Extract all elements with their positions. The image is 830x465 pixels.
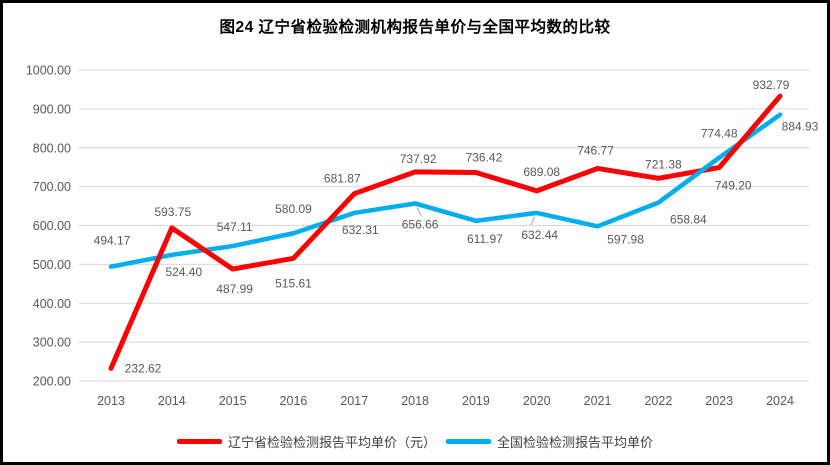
x-axis-tick-label: 2015	[219, 394, 247, 408]
data-label: 524.40	[165, 265, 202, 279]
legend-item-liaoning: 辽宁省检验检测报告平均单价（元）	[176, 432, 436, 451]
chart-title: 图24 辽宁省检验检测机构报告单价与全国平均数的比较	[219, 19, 611, 36]
x-axis-tick-label: 2013	[97, 394, 125, 408]
data-label: 593.75	[154, 205, 191, 219]
x-axis-tick-label: 2019	[462, 394, 490, 408]
data-label: 932.79	[753, 78, 790, 92]
data-label-leader-line	[530, 216, 536, 226]
data-label: 611.97	[467, 232, 503, 246]
data-label: 736.42	[466, 150, 503, 164]
y-axis-tick-label: 1000.00	[26, 64, 71, 78]
x-axis-tick-label: 2022	[644, 394, 672, 408]
data-label: 580.09	[275, 202, 312, 216]
legend-label-national: 全国检验检测报告平均单价	[497, 435, 654, 450]
legend-label-liaoning: 辽宁省检验检测报告平均单价（元）	[227, 435, 436, 450]
x-axis-tick-label: 2016	[280, 394, 308, 408]
x-axis-tick-label: 2017	[340, 394, 368, 408]
liaoning-series-line-swatch	[176, 439, 222, 444]
y-axis-tick-label: 900.00	[33, 102, 71, 116]
data-label: 632.44	[521, 228, 558, 242]
y-axis-tick-label: 700.00	[33, 180, 71, 194]
national-series-line-overlay-segment	[656, 155, 722, 205]
data-label: 656.66	[402, 217, 439, 231]
x-axis-tick-label: 2024	[766, 394, 794, 408]
data-label: 774.48	[701, 127, 738, 141]
data-label: 658.84	[670, 213, 707, 227]
y-axis-tick-label: 400.00	[33, 297, 71, 311]
data-label: 681.87	[324, 172, 361, 186]
x-axis-tick-label: 2021	[584, 394, 612, 408]
x-axis-tick-label: 2018	[401, 394, 429, 408]
data-label: 232.62	[125, 361, 162, 375]
data-label-leader-line	[416, 207, 422, 216]
data-label: 515.61	[275, 276, 312, 290]
data-label: 689.08	[523, 165, 560, 179]
chart-legend: 辽宁省检验检测报告平均单价（元） 全国检验检测报告平均单价	[3, 432, 827, 451]
y-axis-tick-label: 500.00	[33, 258, 71, 272]
data-label: 487.99	[216, 282, 253, 296]
x-axis-tick-label: 2023	[705, 394, 733, 408]
y-axis-tick-label: 200.00	[33, 375, 71, 389]
data-label: 737.92	[400, 152, 437, 166]
data-label: 884.93	[782, 120, 819, 134]
y-axis-tick-label: 800.00	[33, 141, 71, 155]
y-axis-tick-label: 300.00	[33, 336, 71, 350]
national-series-line	[108, 112, 783, 269]
x-axis-tick-label: 2020	[523, 394, 551, 408]
y-axis-tick-label: 600.00	[33, 219, 71, 233]
liaoning-series-line	[108, 93, 783, 371]
data-label: 597.98	[607, 232, 644, 246]
data-label: 746.77	[577, 143, 614, 157]
line-chart-plot-area: 200.00 300.00 400.00 500.00 600.00 700.00 800.…	[26, 64, 819, 409]
legend-item-national: 全国检验检测报告平均单价	[446, 432, 653, 451]
data-label: 494.17	[94, 234, 131, 248]
x-axis-tick-label: 2014	[158, 394, 186, 408]
data-label: 632.31	[342, 223, 379, 237]
data-label: 749.20	[715, 178, 752, 192]
national-series-line-swatch	[446, 439, 491, 444]
data-label: 721.38	[645, 157, 682, 171]
data-label: 547.11	[217, 220, 253, 234]
